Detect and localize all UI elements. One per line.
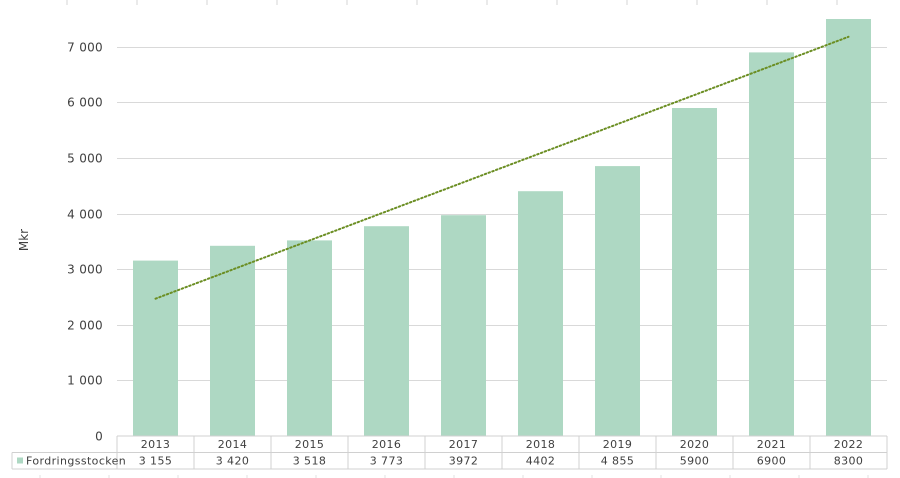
table-header-cell: 2018: [526, 438, 556, 451]
table-value-cell: 3 773: [370, 455, 404, 468]
bar-2021: [749, 52, 794, 437]
table-header-cell: 2013: [141, 438, 171, 451]
table-value-cell: 4 855: [601, 455, 635, 468]
table-value-cell: 3 420: [216, 455, 250, 468]
table-value-cell: 6900: [757, 455, 787, 468]
table-value-cell: 4402: [526, 455, 556, 468]
table-header-cell: 2021: [757, 438, 787, 451]
bar-2015: [287, 240, 332, 436]
bar-2022: [826, 19, 871, 436]
bar-2014: [210, 245, 255, 436]
bar-series-fordringsstocken: [133, 19, 871, 437]
table-value-cell: 3 155: [139, 455, 173, 468]
table-value-cell: 3 518: [293, 455, 327, 468]
table-value-cell: 5900: [680, 455, 710, 468]
y-tick-label: 4 000: [67, 208, 103, 222]
table-value-cell: 8300: [834, 455, 864, 468]
table-value-cell: 3972: [449, 455, 479, 468]
trendline: [154, 35, 850, 300]
table-header-cell: 2016: [372, 438, 402, 451]
data-table: 2013 3 155 2014 3 420 2015 3 518 2016 3 773 2017…: [11, 435, 888, 470]
y-tick-label: 0: [95, 430, 103, 444]
bar-2013: [133, 260, 178, 436]
table-header-cell: 2020: [680, 438, 710, 451]
y-axis-tick-labels: 0 1 000 2 000 3 000 4 000 5 000 6 000 7 000: [67, 41, 103, 444]
y-tick-label: 7 000: [67, 41, 103, 55]
table-header-cell: 2019: [603, 438, 633, 451]
y-tick-label: 1 000: [67, 374, 103, 388]
bar-2017: [441, 215, 486, 436]
bar-2019: [595, 166, 640, 436]
y-tick-label: 3 000: [67, 263, 103, 277]
y-tick-label: 2 000: [67, 319, 103, 333]
bar-2018: [518, 191, 563, 436]
legend-swatch: [17, 457, 23, 464]
y-tick-label: 5 000: [67, 152, 103, 166]
legend-label: Fordringsstocken: [26, 455, 126, 468]
top-tick-marks: [66, 0, 838, 5]
y-axis-title: Mkr: [17, 229, 31, 251]
table-header-cell: 2017: [449, 438, 479, 451]
y-tick-label: 6 000: [67, 96, 103, 110]
bar-2016: [364, 226, 409, 436]
table-header-cell: 2015: [295, 438, 325, 451]
table-header-cell: 2022: [834, 438, 864, 451]
bar-2020: [672, 108, 717, 436]
table-header-cell: 2014: [218, 438, 248, 451]
